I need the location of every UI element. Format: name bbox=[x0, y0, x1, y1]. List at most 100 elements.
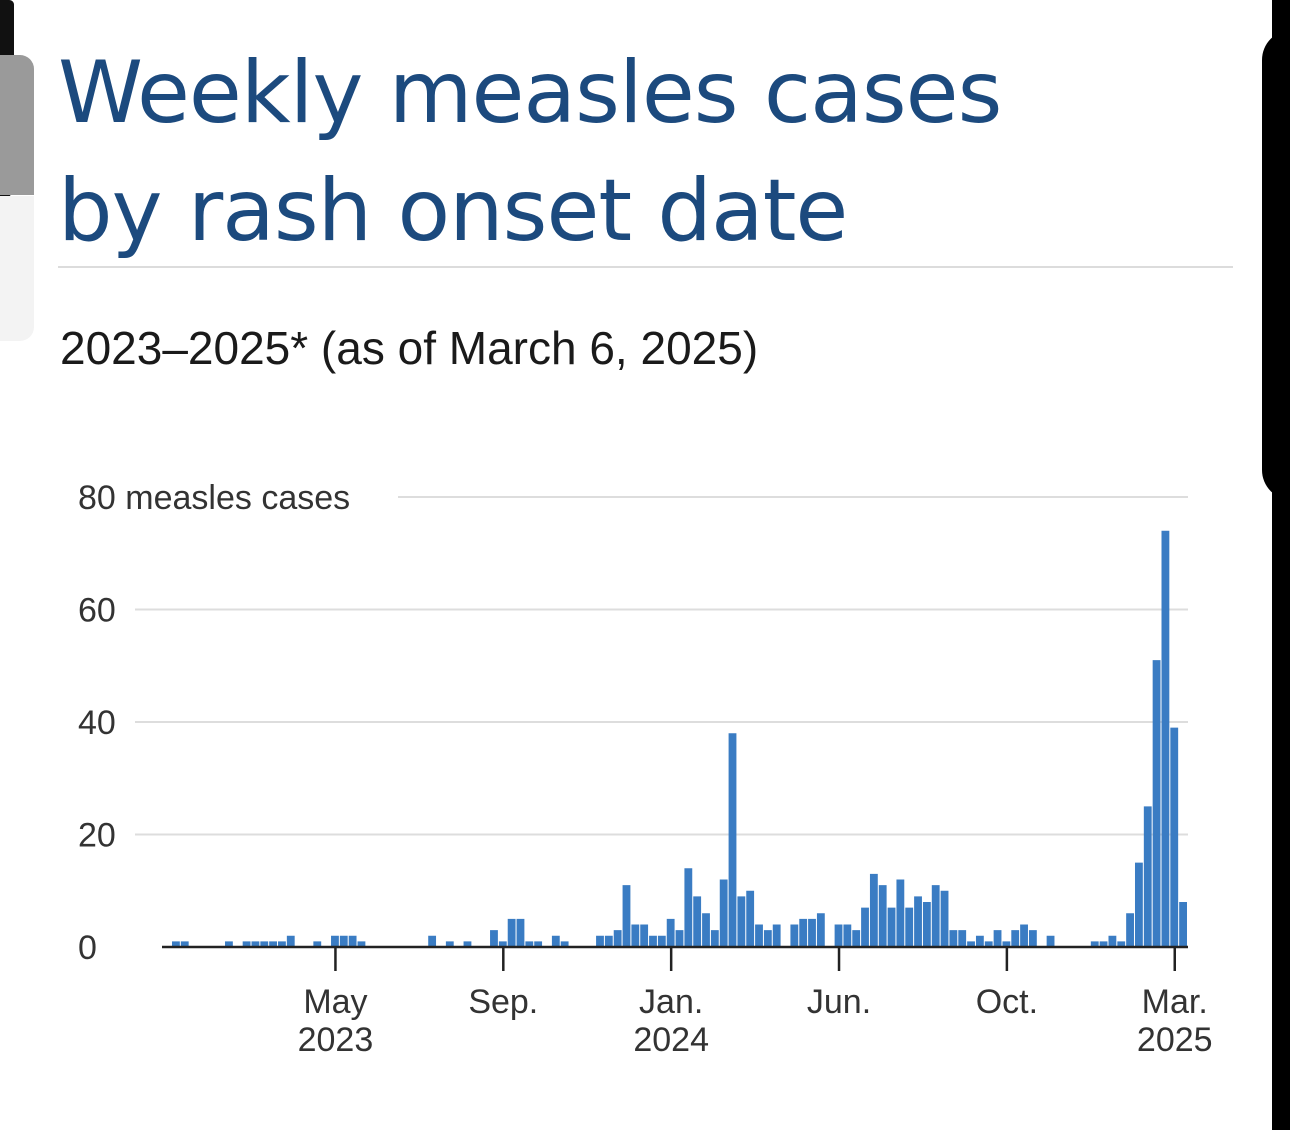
bar bbox=[702, 913, 710, 947]
bar bbox=[1028, 930, 1037, 948]
x-tick-label: Oct. bbox=[976, 983, 1038, 1021]
y-tick-label: 20 bbox=[78, 817, 116, 855]
bar bbox=[1046, 935, 1055, 947]
x-tick-label: Jan. bbox=[639, 983, 703, 1021]
bar bbox=[746, 890, 755, 947]
bar bbox=[313, 941, 322, 948]
bar bbox=[878, 885, 887, 948]
bar bbox=[755, 924, 763, 947]
bar bbox=[790, 924, 799, 947]
x-tick-label: Mar. bbox=[1142, 983, 1208, 1021]
chart-title-line-1: Weekly measles cases bbox=[58, 43, 1002, 143]
bar bbox=[710, 930, 719, 948]
bar bbox=[684, 868, 693, 947]
bar bbox=[604, 935, 613, 947]
bar bbox=[445, 941, 454, 948]
bar bbox=[640, 924, 649, 947]
bar bbox=[251, 941, 260, 948]
x-tick-label: Sep. bbox=[468, 983, 538, 1021]
bar bbox=[1134, 862, 1143, 948]
bar bbox=[949, 930, 958, 948]
x-tick-year-label: 2024 bbox=[633, 1021, 709, 1059]
bar bbox=[940, 890, 949, 947]
bar bbox=[1108, 935, 1117, 947]
bar bbox=[834, 924, 843, 947]
bar bbox=[693, 896, 702, 948]
bar bbox=[180, 941, 189, 948]
bar bbox=[242, 941, 251, 948]
y-tick-label: 40 bbox=[78, 704, 116, 742]
bar bbox=[728, 733, 737, 947]
chart-title: Weekly measles cases by rash onset date bbox=[58, 34, 1228, 270]
bar bbox=[1143, 806, 1152, 948]
bar bbox=[1020, 924, 1028, 947]
bar bbox=[525, 941, 534, 948]
y-tick-label: 80 measles cases bbox=[78, 479, 350, 517]
bar bbox=[869, 873, 878, 948]
bar bbox=[1152, 660, 1161, 948]
chart-title-line-2: by rash onset date bbox=[58, 161, 848, 261]
x-tick-label: Jun. bbox=[807, 983, 871, 1021]
bar bbox=[225, 941, 233, 948]
bar bbox=[260, 941, 269, 948]
bar bbox=[763, 930, 772, 948]
bar bbox=[1170, 727, 1179, 948]
left-partial-card bbox=[0, 55, 34, 195]
bar bbox=[1179, 902, 1187, 947]
bar bbox=[428, 935, 437, 947]
bar bbox=[967, 941, 975, 948]
bar bbox=[905, 907, 914, 948]
bar bbox=[816, 913, 825, 947]
bar bbox=[914, 896, 922, 948]
bar bbox=[498, 941, 507, 948]
bar bbox=[596, 935, 604, 947]
bar bbox=[286, 935, 295, 947]
bar bbox=[993, 930, 1002, 948]
x-tick-year-label: 2025 bbox=[1137, 1021, 1213, 1059]
bar bbox=[861, 907, 869, 948]
bar bbox=[1117, 941, 1126, 948]
bar bbox=[931, 885, 940, 948]
bar bbox=[852, 930, 861, 948]
left-partial-card-lower bbox=[0, 196, 34, 341]
bar bbox=[551, 935, 560, 947]
right-screen-edge bbox=[1262, 0, 1290, 1130]
bar bbox=[772, 924, 781, 947]
bar bbox=[666, 918, 675, 948]
bar bbox=[719, 879, 728, 947]
x-tick-year-label: 2023 bbox=[298, 1021, 374, 1059]
bar bbox=[958, 930, 967, 948]
bar bbox=[1161, 530, 1170, 947]
bar bbox=[331, 935, 339, 947]
bar bbox=[348, 935, 357, 947]
bar bbox=[657, 935, 666, 947]
bar bbox=[887, 907, 896, 948]
bar bbox=[534, 941, 543, 948]
bar bbox=[799, 918, 808, 948]
bar bbox=[357, 941, 366, 948]
bar bbox=[843, 924, 852, 947]
bar bbox=[560, 941, 569, 948]
bar bbox=[1011, 930, 1020, 948]
bar bbox=[737, 896, 746, 948]
bar bbox=[631, 924, 640, 947]
bar bbox=[1126, 913, 1134, 947]
x-tick-label: May bbox=[303, 983, 367, 1021]
bar bbox=[269, 941, 278, 948]
bar bbox=[490, 930, 498, 948]
bar bbox=[1090, 941, 1099, 948]
bar bbox=[516, 918, 525, 948]
y-tick-label: 0 bbox=[78, 929, 97, 967]
bar bbox=[613, 930, 622, 948]
bar bbox=[922, 902, 931, 947]
bar bbox=[339, 935, 348, 947]
bar bbox=[896, 879, 905, 947]
chart-subtitle: 2023–2025* (as of March 6, 2025) bbox=[60, 322, 759, 374]
title-divider bbox=[58, 266, 1233, 268]
bar bbox=[649, 935, 657, 947]
bar bbox=[172, 941, 180, 948]
bar bbox=[463, 941, 472, 948]
bar bbox=[808, 918, 816, 948]
y-tick-label: 60 bbox=[78, 592, 116, 630]
